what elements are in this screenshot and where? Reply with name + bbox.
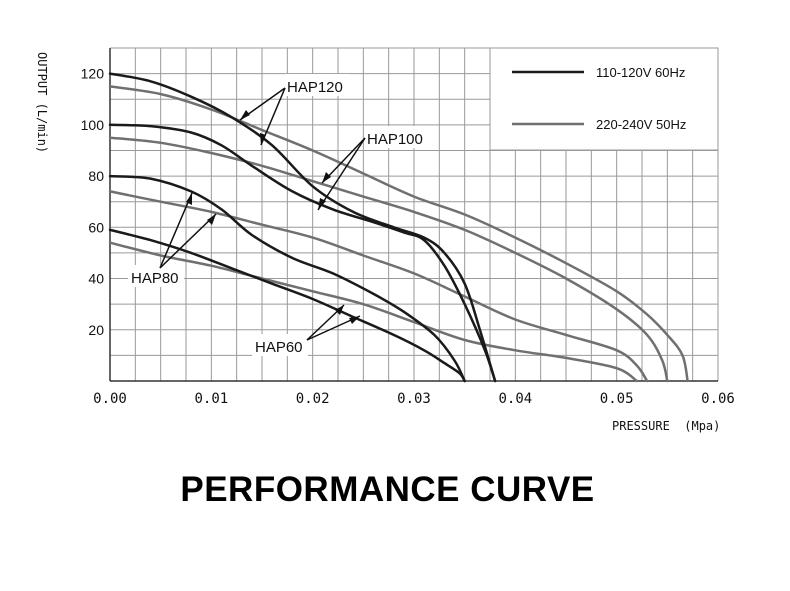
series-line-hap100-50hz (108, 136, 669, 383)
annotations: HAP120 HAP100 HAP80 HAP60 (128, 74, 430, 356)
arrowhead-hap100-a (322, 172, 331, 183)
y-axis-label: OUTPUT (L/min) (35, 52, 49, 153)
arrowhead-hap80-a (186, 193, 192, 205)
arrowhead-hap120-a (240, 110, 250, 120)
series-line-hap60-50hz (108, 241, 639, 383)
chart-axes (109, 48, 718, 382)
annotation-hap100: HAP100 (367, 131, 423, 148)
series-line-hap100-60hz (108, 123, 497, 383)
arrowhead-hap60-a (335, 305, 344, 315)
annotation-bg-hap120 (284, 74, 350, 96)
annotation-bg-hap60 (252, 334, 308, 356)
legend-label-60hz: 110-120V 60Hz (596, 65, 685, 80)
annotation-bg-hap100 (364, 126, 430, 148)
arrowhead-hap60-b (349, 316, 360, 324)
y-tick-label: 40 (88, 271, 104, 287)
x-tick-label: 0.01 (194, 391, 228, 407)
x-tick-label: 0.02 (296, 391, 330, 407)
series-line-hap120-60hz (108, 72, 497, 383)
y-tick-label: 120 (81, 66, 105, 82)
series-line-hap80-60hz (108, 174, 466, 383)
x-tick-label: 0.03 (397, 391, 431, 407)
legend: 110-120V 60Hz 220-240V 50Hz (489, 47, 719, 151)
x-tick-label: 0.04 (498, 391, 532, 407)
annotation-hap120: HAP120 (287, 79, 343, 96)
series-line-hap60-60hz (108, 228, 466, 383)
annotation-hap80: HAP80 (131, 270, 179, 287)
arrowhead-hap120-b (260, 133, 266, 145)
pointer-hap80-a (159, 192, 193, 269)
y-tick-label: 80 (88, 168, 104, 184)
pointer-hap80-b (159, 213, 217, 269)
arrowhead-hap100-b (318, 198, 326, 210)
y-tick-label: 100 (81, 117, 105, 133)
legend-box (489, 47, 719, 151)
y-tick-label: 60 (88, 219, 104, 235)
legend-label-50hz: 220-240V 50Hz (596, 117, 686, 132)
x-axis-label: PRESSURE (Mpa) (612, 419, 720, 433)
arrowhead-hap80-b (207, 214, 216, 225)
x-tick-label: 0.06 (701, 391, 735, 407)
chart-ticks: 0.00 0.01 0.02 0.03 0.04 0.05 0.06 20 40 60 80 100 1… (81, 66, 735, 407)
y-tick-label: 20 (88, 322, 104, 338)
annotation-hap60: HAP60 (255, 339, 303, 356)
pointer-hap100-b (317, 137, 366, 211)
annotation-bg-hap80 (128, 265, 184, 287)
series-line-hap80-50hz (108, 190, 649, 383)
chart-series (108, 72, 689, 383)
chart-caption: PERFORMANCE CURVE (180, 470, 595, 509)
x-tick-label: 0.00 (93, 391, 127, 407)
x-tick-label: 0.05 (600, 391, 634, 407)
